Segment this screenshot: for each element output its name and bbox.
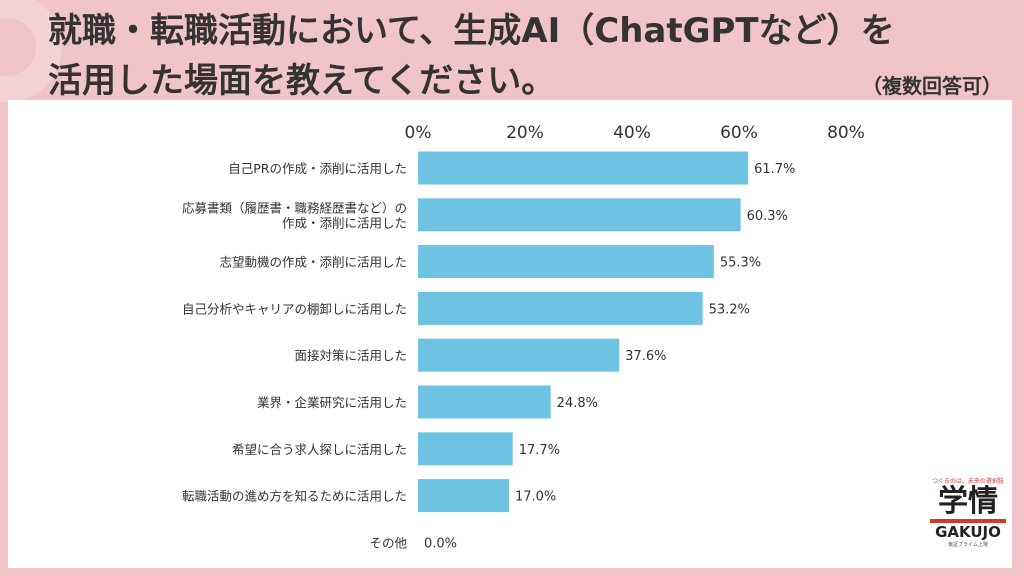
x-tick-label: 80% xyxy=(827,123,865,143)
bar xyxy=(418,385,551,419)
category-label: その他 xyxy=(369,535,407,550)
x-tick-label: 20% xyxy=(506,123,544,143)
value-label: 17.7% xyxy=(519,443,560,458)
bar xyxy=(418,151,749,185)
logo-tagline: つくるのは、未来の選択肢 xyxy=(932,478,1004,485)
bar xyxy=(418,198,741,232)
value-label: 61.7% xyxy=(754,162,795,177)
value-label: 24.8% xyxy=(557,396,598,411)
page-title: 就職・転職活動において、生成AI（ChatGPTなど）を 活用した場面を教えてく… xyxy=(48,6,988,106)
title-line-2: 活用した場面を教えてください。 xyxy=(48,61,556,101)
title-line-1: 就職・転職活動において、生成AI（ChatGPTなど）を xyxy=(48,11,895,51)
x-tick-label: 40% xyxy=(613,123,651,143)
category-label: 自己分析やキャリアの棚卸しに活用した xyxy=(182,301,407,316)
bar xyxy=(418,432,513,466)
value-label: 53.2% xyxy=(709,302,750,317)
value-label: 37.6% xyxy=(625,349,666,364)
category-label: 希望に合う求人探しに活用した xyxy=(232,442,407,457)
logo-sub: 東証プライム上場 xyxy=(948,542,988,548)
category-label: 転職活動の進め方を知るために活用した xyxy=(182,489,407,504)
category-label: 面接対策に活用した xyxy=(294,348,407,363)
value-label: 0.0% xyxy=(424,536,457,551)
logo-bar xyxy=(930,519,1006,523)
value-label: 55.3% xyxy=(720,256,761,271)
category-label: 応募書類（履歴書・職務経歴書など）の xyxy=(182,200,407,215)
bar xyxy=(418,479,509,513)
x-tick-label: 0% xyxy=(405,123,432,143)
logo-kanji: 学情 xyxy=(938,484,998,519)
x-tick-label: 60% xyxy=(720,123,758,143)
category-label: 業界・企業研究に活用した xyxy=(257,395,407,410)
multiple-answer-note: （複数回答可） xyxy=(862,74,1002,98)
value-label: 60.3% xyxy=(747,209,788,224)
gakujo-logo: つくるのは、未来の選択肢 学情 GAKUJO 東証プライム上場 xyxy=(922,476,1014,568)
bar xyxy=(418,338,620,372)
value-label: 17.0% xyxy=(515,490,556,505)
category-label: 作成・添削に活用した xyxy=(282,215,407,230)
category-label: 志望動機の作成・添削に活用した xyxy=(219,255,407,270)
category-label: 自己PRの作成・添削に活用した xyxy=(228,161,407,176)
logo-latin: GAKUJO xyxy=(935,523,1001,541)
bar xyxy=(418,245,714,279)
bar xyxy=(418,291,703,325)
